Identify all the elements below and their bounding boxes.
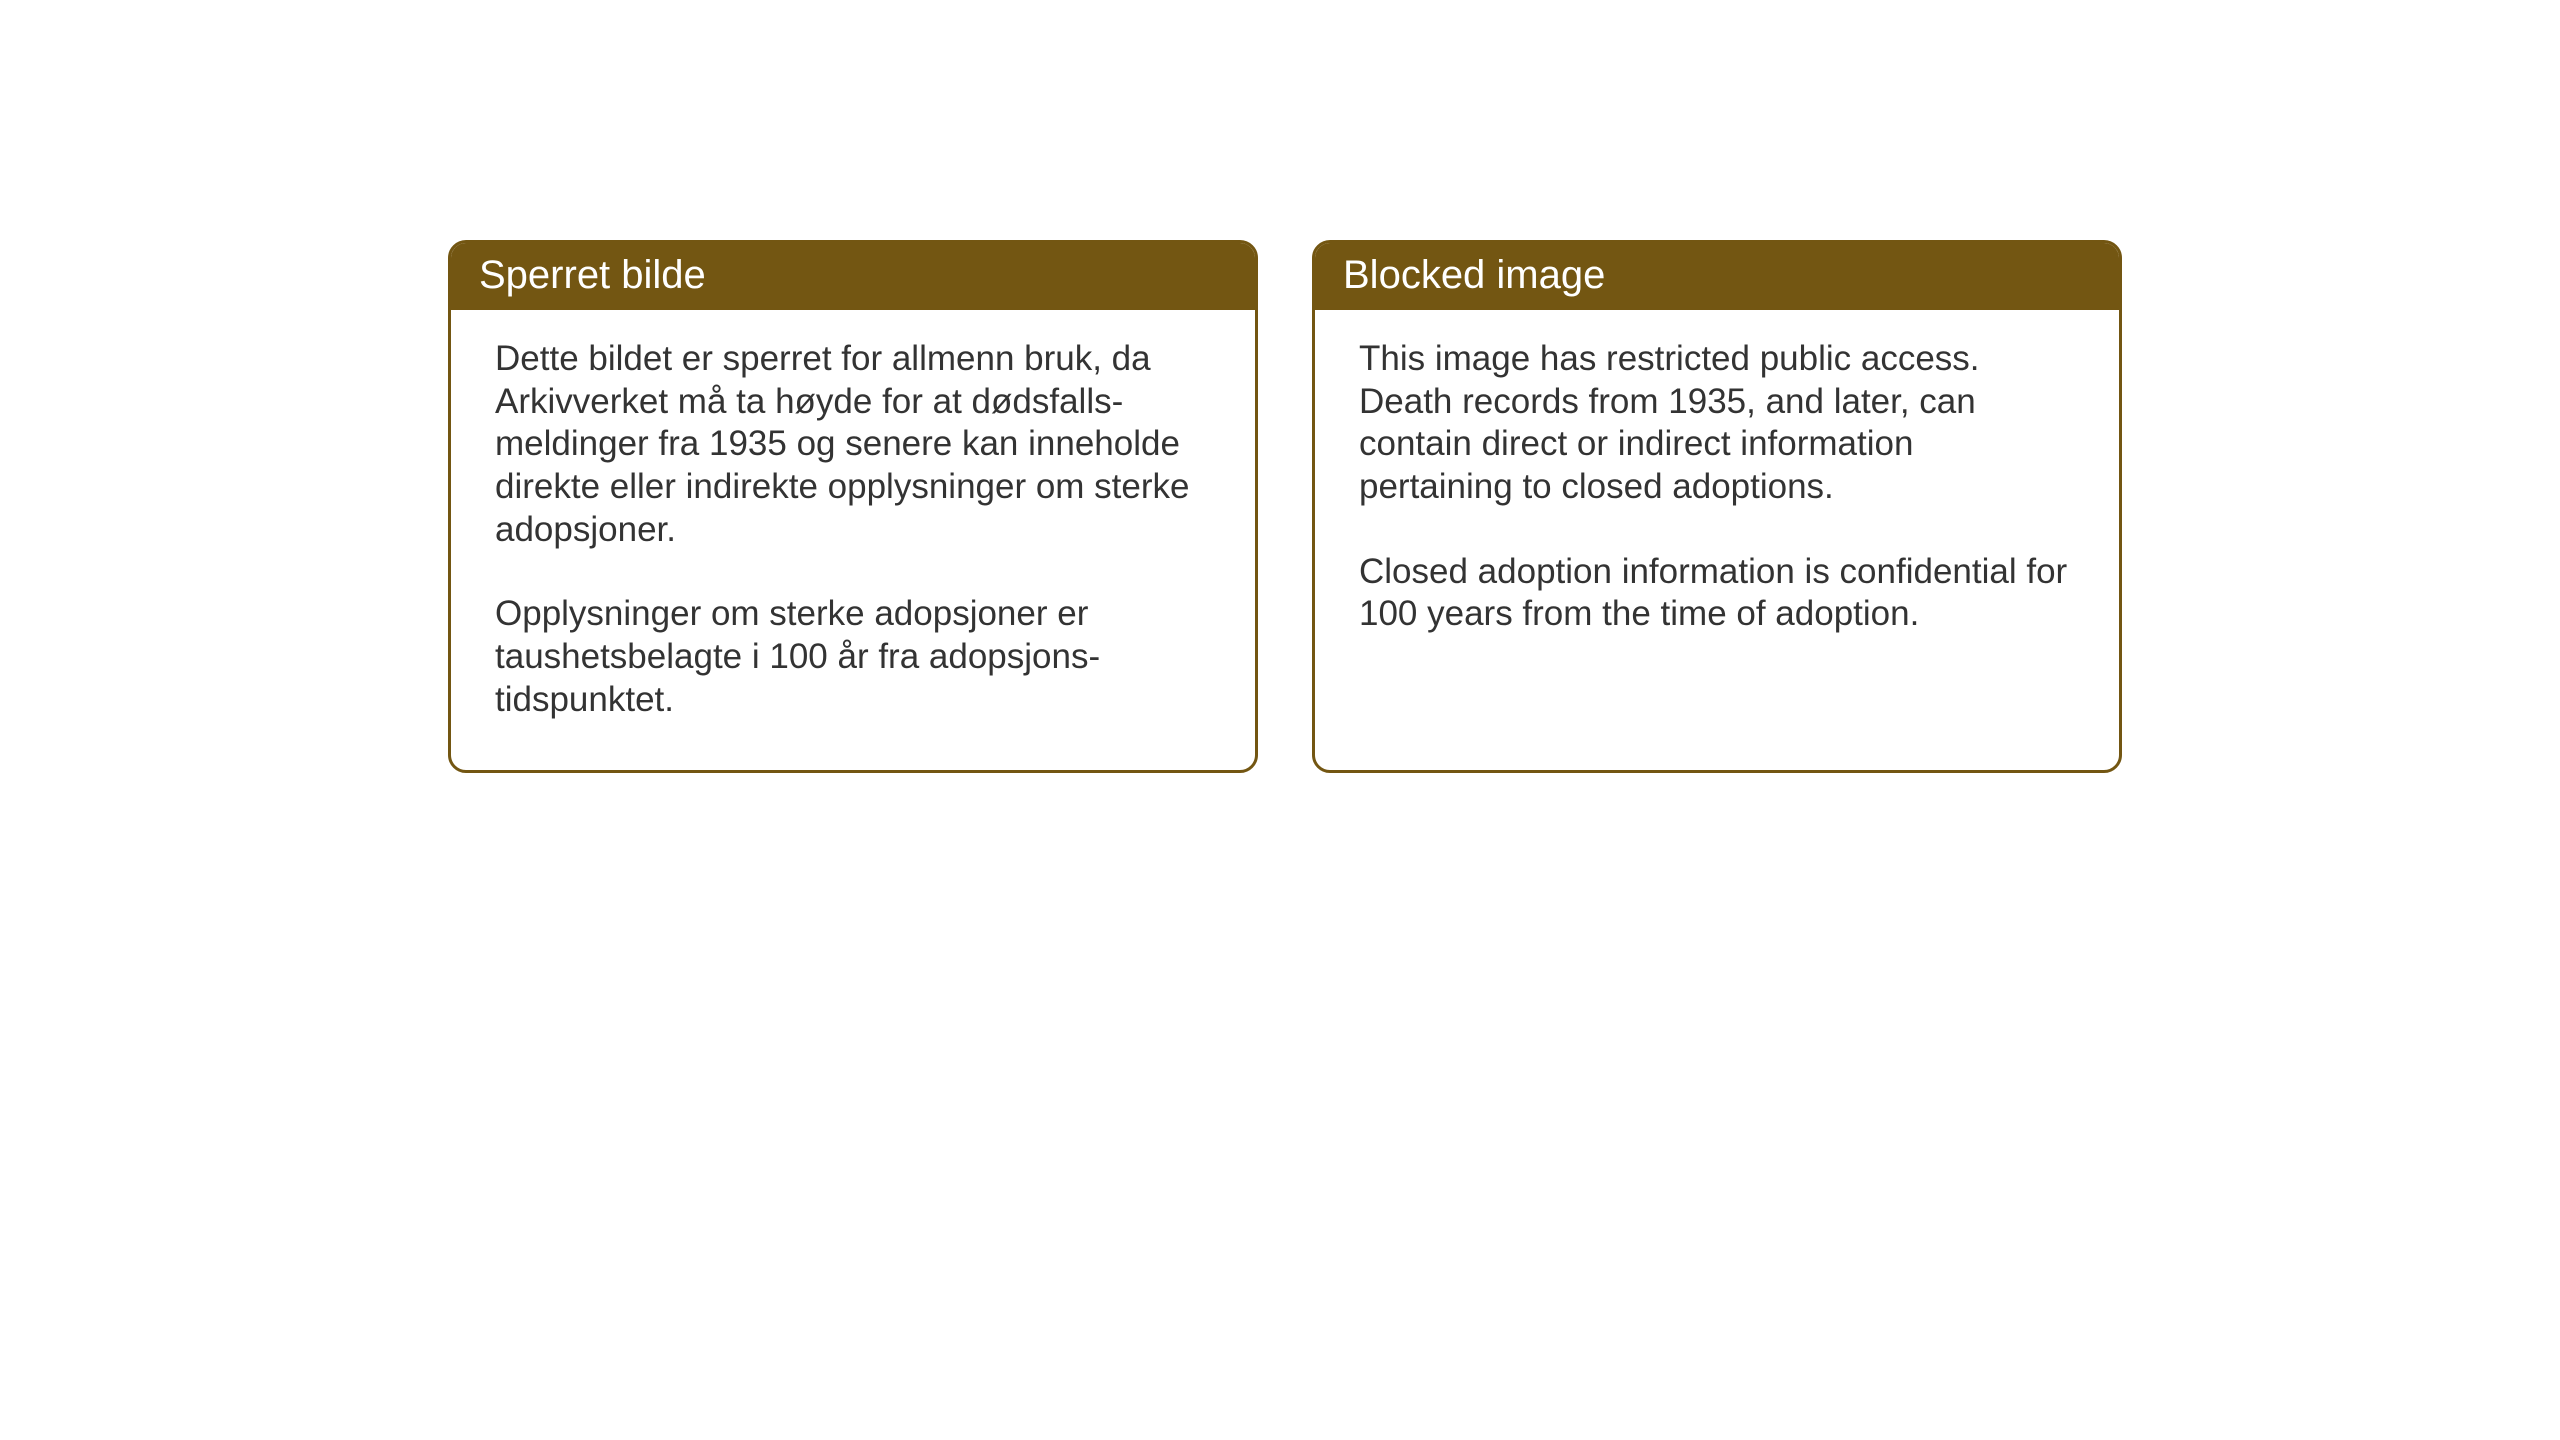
card-english-paragraph-1: This image has restricted public access.… [1359,338,2075,509]
card-english-paragraph-2: Closed adoption information is confident… [1359,551,2075,636]
card-norwegian: Sperret bilde Dette bildet er sperret fo… [448,240,1258,773]
cards-container: Sperret bilde Dette bildet er sperret fo… [448,240,2122,773]
card-english-title: Blocked image [1315,243,2119,310]
card-english: Blocked image This image has restricted … [1312,240,2122,773]
card-norwegian-paragraph-2: Opplysninger om sterke adopsjoner er tau… [495,593,1211,721]
card-english-body: This image has restricted public access.… [1315,310,2119,684]
card-norwegian-title: Sperret bilde [451,243,1255,310]
card-norwegian-body: Dette bildet er sperret for allmenn bruk… [451,310,1255,770]
card-norwegian-paragraph-1: Dette bildet er sperret for allmenn bruk… [495,338,1211,551]
